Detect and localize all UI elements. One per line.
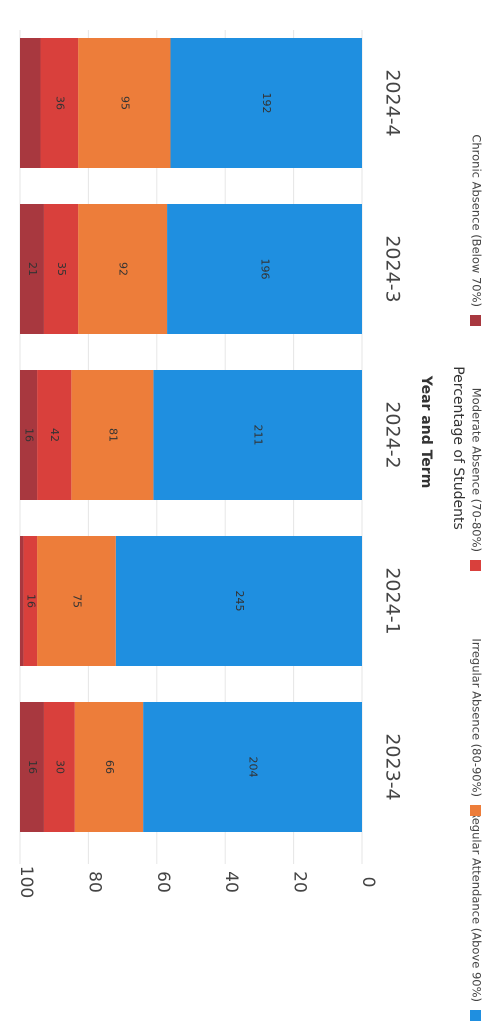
- y-tick-label: 0: [358, 877, 378, 888]
- bar-segment: [43, 702, 75, 832]
- bar-segment: [170, 38, 362, 168]
- legend: Regular Attendance (Above 90%) Irregular …: [470, 134, 484, 1021]
- y-axis-title: Percentage of Students: [450, 366, 466, 530]
- legend-swatch: [470, 315, 481, 326]
- bar-segment: [153, 370, 362, 500]
- segment-labels: 204 66 30 16 245 75 16 211 81 42 16 196 92 35 21 192 95 3…: [23, 93, 274, 778]
- segment-value-label: 35: [55, 262, 68, 276]
- y-ticks: 0 20 40 60 80 100: [16, 866, 378, 898]
- bar-segment: [23, 536, 38, 666]
- bar-segment: [20, 204, 44, 334]
- bar-segment: [43, 204, 79, 334]
- x-tick-label: 2024-1: [382, 567, 404, 634]
- segment-value-label: 21: [26, 262, 39, 276]
- x-tick-label: 2024-3: [382, 235, 404, 302]
- y-tick-label: 40: [221, 871, 241, 893]
- bar-segment: [20, 536, 24, 666]
- segment-value-label: 192: [260, 93, 273, 114]
- segment-value-label: 245: [233, 591, 246, 612]
- segment-value-label: 81: [106, 428, 119, 442]
- segment-value-label: 16: [24, 594, 37, 608]
- segment-value-label: 196: [259, 259, 272, 280]
- segment-value-label: 42: [48, 428, 61, 442]
- bar-segment: [167, 204, 362, 334]
- legend-swatch: [470, 560, 481, 571]
- segment-value-label: 92: [117, 262, 130, 276]
- y-tick-label: 60: [153, 871, 173, 893]
- segment-value-label: 16: [23, 428, 36, 442]
- bar-segment: [20, 702, 44, 832]
- segment-value-label: 30: [53, 760, 66, 774]
- legend-label: Chronic Absence (Below 70%): [470, 134, 484, 307]
- segment-value-label: 95: [118, 96, 131, 110]
- legend-label: Regular Attendance (Above 90%): [470, 810, 484, 1002]
- legend-swatch: [470, 805, 481, 816]
- bar-segment: [143, 702, 362, 832]
- bar-segment: [20, 370, 38, 500]
- bar-segment: [78, 38, 171, 168]
- segment-value-label: 211: [252, 425, 265, 446]
- bar-segment: [37, 536, 116, 666]
- x-tick-label: 2023-4: [382, 733, 404, 800]
- legend-label: Moderate Absence (70-80%): [470, 388, 484, 552]
- legend-swatch: [470, 1010, 481, 1021]
- legend-label: Irregular Absence (80-90%): [470, 638, 484, 797]
- bar-segment: [115, 536, 362, 666]
- bar-segment: [37, 370, 72, 500]
- y-tick-label: 80: [84, 871, 104, 893]
- y-tick-label: 20: [290, 871, 310, 893]
- segment-value-label: 204: [247, 757, 260, 778]
- x-tick-label: 2024-4: [382, 69, 404, 136]
- x-tick-label: 2024-2: [382, 401, 404, 468]
- segment-value-label: 66: [103, 760, 116, 774]
- bars: [20, 38, 362, 832]
- bar-segment: [74, 702, 144, 832]
- segment-value-label: 75: [70, 594, 83, 608]
- bar-segment: [20, 38, 41, 168]
- bar-segment: [78, 204, 168, 334]
- segment-value-label: 36: [53, 96, 66, 110]
- bar-segment: [40, 38, 79, 168]
- bar-segment: [71, 370, 154, 500]
- x-axis-title: Year and Term: [418, 375, 434, 489]
- category-labels: 2023-4 2024-1 2024-2 2024-3 2024-4: [382, 69, 404, 800]
- y-tick-label: 100: [16, 866, 36, 898]
- segment-value-label: 16: [26, 760, 39, 774]
